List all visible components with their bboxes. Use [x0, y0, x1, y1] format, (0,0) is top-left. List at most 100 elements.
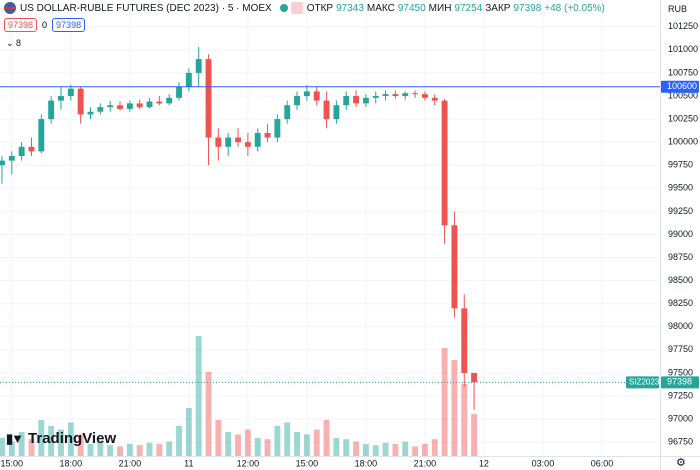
y-tick-label: 100250 — [668, 113, 698, 123]
header: US DOLLAR-RUBLE FUTURES (DEC 2023) · 5 ·… — [0, 0, 608, 16]
y-tick-label: 100500 — [668, 90, 698, 100]
volume-bar — [8, 441, 15, 456]
volume-bar — [274, 426, 281, 456]
y-tick-label: 99250 — [668, 206, 693, 216]
volume-bar — [382, 442, 389, 456]
last-price-badge — [661, 376, 699, 389]
candle-body — [235, 137, 241, 143]
candle-body — [353, 96, 360, 104]
volume-bar — [392, 444, 399, 456]
y-tick-label: 97250 — [668, 390, 693, 400]
volume-bar — [205, 372, 212, 456]
status-icons — [279, 2, 303, 14]
candle-body — [274, 119, 281, 138]
settings-icon[interactable]: ⚙ — [676, 457, 686, 469]
candle-body — [0, 160, 5, 166]
close-label: ЗАКР — [485, 2, 511, 14]
y-tick-label: 99000 — [668, 229, 693, 239]
volume-bar — [87, 444, 94, 456]
candle-body — [431, 97, 438, 101]
volume-bar — [176, 426, 182, 456]
x-tick-label: 21:00 — [414, 458, 437, 468]
y-tick-label: 99500 — [668, 183, 693, 193]
volume-bar — [0, 438, 5, 456]
close-value: 97398 — [513, 2, 542, 14]
volume-bar — [372, 445, 379, 456]
volume-bar — [235, 434, 241, 456]
volume-bar — [333, 438, 340, 456]
volume-bar — [412, 446, 419, 456]
candle-body — [107, 105, 114, 108]
volume-bar — [117, 446, 123, 456]
candle-body — [77, 88, 84, 115]
volume-bar — [284, 422, 291, 456]
candle-body — [67, 88, 74, 96]
high-label: МАКС — [366, 2, 395, 14]
volume-bar — [254, 438, 261, 456]
volume-bar — [18, 432, 25, 456]
candle-body — [402, 93, 409, 96]
candle-body — [412, 93, 419, 95]
volume-bar — [185, 408, 192, 456]
volume-bar — [264, 439, 271, 456]
x-tick-label: 15:00 — [296, 458, 319, 468]
volume-bar — [97, 441, 104, 456]
volume-bar — [28, 439, 35, 456]
buy-button[interactable]: 97398 — [52, 18, 86, 32]
candle-body — [244, 142, 251, 147]
volume-bar — [402, 441, 409, 456]
y-tick-label: 101250 — [668, 21, 698, 31]
sell-button[interactable]: 97398 — [4, 18, 38, 32]
last-price-label: 97398 — [667, 377, 692, 387]
candle-body — [215, 137, 222, 147]
low-value: 97254 — [454, 2, 483, 14]
volume-bar — [58, 429, 64, 456]
volume-bar — [156, 444, 163, 456]
volume-bar — [451, 360, 458, 456]
open-label: ОТКР — [306, 2, 334, 14]
volume-bar — [195, 336, 202, 456]
x-tick-label: 15:00 — [1, 458, 24, 468]
candle-body — [343, 96, 350, 106]
y-tick-label: 97000 — [668, 413, 693, 423]
x-tick-label: 12:00 — [237, 458, 260, 468]
candle-body — [176, 86, 182, 98]
candle-body — [156, 101, 163, 104]
x-tick-label: 21:00 — [119, 458, 142, 468]
volume-bar — [313, 429, 320, 456]
volume-bar — [323, 420, 330, 456]
x-tick-label: 06:00 — [591, 458, 614, 468]
candle-body — [313, 91, 320, 101]
x-tick-label: 03:00 — [532, 458, 555, 468]
candle-body — [284, 105, 291, 120]
change: +48 (+0.05%) — [544, 2, 605, 14]
candle-body — [126, 103, 133, 109]
x-tick-label: 12 — [479, 458, 489, 468]
price-axis — [660, 0, 700, 470]
indicators-count: 8 — [16, 38, 22, 48]
brand-logo: ▮▼ — [6, 431, 24, 446]
y-tick-label: 96750 — [668, 437, 693, 447]
candle-body — [264, 132, 271, 138]
title: US DOLLAR-RUBLE FUTURES (DEC 2023) · 5 ·… — [20, 2, 272, 14]
currency[interactable]: RUB — [668, 4, 688, 14]
y-tick-label: 101000 — [668, 44, 698, 54]
candle-body — [225, 137, 232, 147]
candle-body — [441, 100, 448, 226]
candle-body — [421, 94, 428, 98]
volume-bar — [166, 441, 173, 456]
volume-bar — [244, 429, 251, 456]
candle-body — [294, 96, 300, 106]
flag-icon — [4, 2, 16, 14]
candle-body — [451, 225, 458, 309]
candle-body — [195, 59, 202, 73]
volume-bar — [136, 445, 143, 456]
y-tick-label: 100750 — [668, 67, 698, 77]
indicators-toggle[interactable]: ⌄ 8 — [6, 38, 22, 48]
candle-body — [471, 372, 478, 383]
y-tick-label: 99750 — [668, 160, 693, 170]
brand: ▮▼ TradingView — [6, 430, 116, 447]
candle-body — [87, 111, 94, 115]
volume-bar — [38, 420, 45, 456]
